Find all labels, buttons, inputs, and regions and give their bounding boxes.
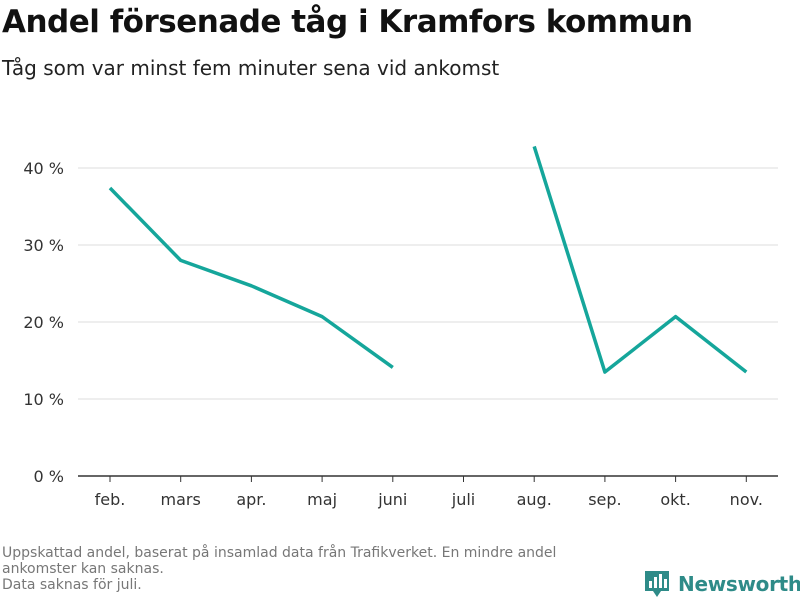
footnote-line: Uppskattad andel, baserat på insamlad da… (2, 545, 557, 561)
x-tick-label: aug. (517, 490, 552, 509)
y-tick-label: 20 % (23, 313, 64, 332)
footnote: Uppskattad andel, baserat på insamlad da… (2, 545, 642, 593)
chart-title: Andel försenade tåg i Kramfors kommun (2, 4, 693, 40)
series-line (108, 186, 394, 369)
brand-logo: Newsworthy (644, 569, 800, 599)
x-tick-label: sep. (588, 490, 621, 509)
footnote-line: ankomster kan saknas. (2, 561, 164, 577)
y-tick-label: 0 % (34, 467, 64, 486)
chart-subtitle: Tåg som var minst fem minuter sena vid a… (2, 56, 500, 80)
x-tick-label: nov. (730, 490, 763, 509)
y-tick-label: 30 % (23, 236, 64, 255)
x-tick-label: juni (377, 490, 407, 509)
y-axis-ticks: 0 % 10 % 20 % 30 % 40 % (23, 159, 64, 486)
footnote-line: Data saknas för juli. (2, 577, 142, 593)
brand-name: Newsworthy (678, 572, 800, 596)
x-tick-label: mars (161, 490, 201, 509)
x-tick-label: maj (307, 490, 337, 509)
bar-chart-logo-icon (645, 571, 669, 597)
x-tick-label: okt. (660, 490, 690, 509)
series-line (532, 145, 748, 374)
series-lines (108, 145, 748, 374)
gridlines (78, 167, 778, 400)
y-tick-label: 10 % (23, 390, 64, 409)
x-tick-label: apr. (236, 490, 266, 509)
x-axis: feb. mars apr. maj juni juli aug. sep. okt. nov. (78, 475, 778, 509)
y-tick-label: 40 % (23, 159, 64, 178)
x-tick-label: juli (451, 490, 475, 509)
x-tick-label: feb. (95, 490, 126, 509)
